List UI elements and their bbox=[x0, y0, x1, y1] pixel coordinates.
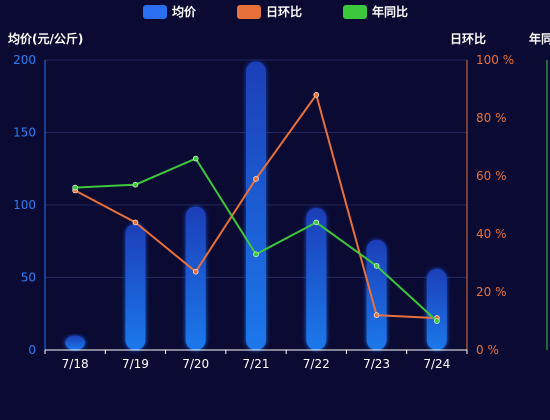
legend-swatch[interactable] bbox=[343, 5, 367, 19]
left-tick-label: 200 bbox=[13, 53, 36, 67]
point-年同比-7/18[interactable] bbox=[72, 184, 78, 191]
point-年同比-7/23[interactable] bbox=[373, 263, 380, 269]
right-tick-label: 20 % bbox=[476, 285, 507, 299]
axes: 0 50 100 150 200 0 % 20 % 40 % 60 % 80 % 100 % 7/18… bbox=[13, 53, 548, 371]
right-tick-label: 100 % bbox=[476, 53, 514, 67]
bar-7/23[interactable] bbox=[366, 239, 387, 350]
legend-label[interactable]: 均价 bbox=[172, 4, 197, 19]
x-tick-label: 7/22 bbox=[303, 357, 330, 371]
left-axis-label: 均价(元/公斤) bbox=[8, 31, 83, 46]
legend-swatch[interactable] bbox=[237, 5, 261, 19]
right-tick-label: 60 % bbox=[476, 169, 507, 183]
legend-swatch[interactable] bbox=[143, 5, 167, 19]
bar-7/19[interactable] bbox=[125, 223, 146, 350]
legend-label[interactable]: 年同比 bbox=[372, 4, 408, 19]
point-年同比-7/21[interactable] bbox=[253, 251, 259, 258]
x-tick-label: 7/19 bbox=[122, 357, 149, 371]
left-tick-label: 0 bbox=[28, 343, 36, 357]
bar-7/22[interactable] bbox=[306, 207, 327, 350]
point-年同比-7/20[interactable] bbox=[192, 155, 199, 162]
point-日环比-7/23[interactable] bbox=[373, 312, 380, 319]
bar-7/20[interactable] bbox=[185, 206, 206, 350]
bar-7/18[interactable] bbox=[65, 335, 86, 351]
point-年同比-7/22[interactable] bbox=[313, 219, 320, 226]
x-tick-label: 7/18 bbox=[62, 357, 89, 371]
point-年同比-7/24[interactable] bbox=[434, 318, 440, 324]
right-tick-label: 40 % bbox=[476, 227, 507, 241]
lines bbox=[72, 92, 440, 324]
point-日环比-7/19[interactable] bbox=[132, 219, 139, 226]
right-tick-label: 0 % bbox=[476, 343, 499, 357]
point-年同比-7/19[interactable] bbox=[132, 181, 139, 188]
x-tick-label: 7/23 bbox=[363, 357, 390, 371]
point-日环比-7/21[interactable] bbox=[253, 176, 259, 182]
bar-7/24[interactable] bbox=[426, 268, 447, 350]
x-tick-label: 7/21 bbox=[243, 357, 270, 371]
x-tick-label: 7/24 bbox=[423, 357, 450, 371]
legend-label[interactable]: 日环比 bbox=[266, 4, 302, 19]
left-tick-label: 100 bbox=[13, 198, 36, 212]
x-tick-label: 7/20 bbox=[182, 357, 209, 371]
right-axis-label: 日环比 bbox=[450, 31, 486, 46]
bars bbox=[65, 61, 447, 350]
right2-axis-label: 年同比 bbox=[529, 31, 550, 46]
right-tick-label: 80 % bbox=[476, 111, 507, 125]
left-tick-label: 50 bbox=[21, 271, 36, 285]
left-tick-label: 150 bbox=[13, 126, 36, 140]
legend: 均价 日环比 年同比 bbox=[143, 4, 408, 19]
bar-7/21[interactable] bbox=[246, 61, 266, 350]
point-日环比-7/20[interactable] bbox=[192, 268, 199, 275]
point-日环比-7/22[interactable] bbox=[313, 92, 320, 98]
